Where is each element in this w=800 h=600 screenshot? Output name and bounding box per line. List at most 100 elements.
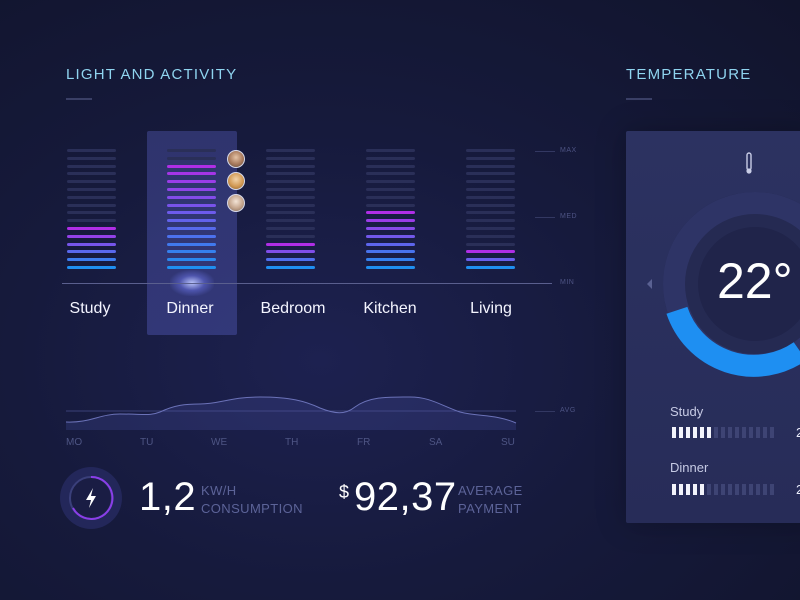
- energy-ring-icon: [69, 475, 114, 520]
- temp-level-segment: [707, 427, 711, 438]
- light-bar-segment: [266, 219, 315, 223]
- light-bar-segment: [167, 219, 216, 223]
- light-bar-segment: [167, 258, 216, 262]
- consumption-unit: KW/H: [201, 483, 237, 498]
- light-bar-segment: [366, 203, 415, 207]
- light-bar-segment: [466, 234, 515, 238]
- temp-room-value-study: 2: [796, 425, 800, 440]
- light-bar-segment: [67, 180, 116, 184]
- temperature-card: [626, 131, 800, 523]
- temp-level-segment: [686, 484, 690, 495]
- occupant-avatar-1[interactable]: [227, 150, 245, 168]
- light-bar-segment: [167, 266, 216, 269]
- light-bar-segment: [167, 188, 216, 191]
- light-bar-segment: [167, 242, 216, 246]
- light-bar-segment: [466, 188, 515, 191]
- light-bar-segment: [67, 250, 116, 254]
- light-bar-segment: [167, 156, 216, 160]
- day-label-sa: SA: [429, 437, 443, 448]
- light-bar-segment: [366, 250, 415, 254]
- light-bar-segment: [366, 149, 415, 152]
- temp-level-segment: [721, 427, 725, 438]
- temp-room-label-dinner[interactable]: Dinner: [670, 460, 709, 475]
- temp-level-segment: [742, 484, 746, 495]
- light-bar-segment: [67, 164, 116, 168]
- light-bar-segment: [67, 242, 116, 246]
- light-bar-segment: [466, 195, 515, 199]
- temp-level-segment: [770, 484, 774, 495]
- day-label-mo: MO: [66, 437, 83, 448]
- light-bar-segment: [67, 195, 116, 199]
- temp-level-segment: [749, 484, 753, 495]
- day-label-th: TH: [285, 437, 299, 448]
- temp-level-segment: [742, 427, 746, 438]
- temp-level-segment: [714, 427, 718, 438]
- light-bar-segment: [266, 195, 315, 199]
- light-bar-segment: [466, 266, 515, 269]
- light-bar-segment: [366, 227, 415, 230]
- temperature-value: 22°: [717, 253, 793, 309]
- light-bar-segment: [266, 164, 315, 168]
- light-bar-segment: [266, 172, 315, 176]
- light-bar-segment: [466, 227, 515, 230]
- payment-label-line2: PAYMENT: [458, 501, 522, 516]
- light-bar-segment: [466, 180, 515, 184]
- light-bar-segment: [366, 219, 415, 223]
- temp-level-segment: [735, 484, 739, 495]
- light-bar-segment: [466, 149, 515, 152]
- light-bar-segment: [366, 156, 415, 160]
- light-bar-segment: [266, 203, 315, 207]
- light-bar-segment: [266, 266, 315, 269]
- light-bar-segment: [466, 219, 515, 223]
- light-activity-title-rule: [66, 98, 92, 100]
- light-bar-segment: [366, 172, 415, 176]
- temp-room-value-dinner: 2: [796, 482, 800, 497]
- light-bar-segment: [266, 180, 315, 184]
- day-label-su: SU: [501, 437, 515, 448]
- scale-label-min: MIN: [560, 279, 575, 286]
- room-label-kitchen[interactable]: Kitchen: [363, 300, 417, 317]
- light-bar-segment: [167, 172, 216, 176]
- temp-room-label-study[interactable]: Study: [670, 404, 704, 419]
- scale-label-avg: AVG: [560, 407, 576, 414]
- light-bar-segment: [167, 211, 216, 215]
- light-bar-segment: [266, 156, 315, 160]
- consumption-value: 1,2: [139, 475, 197, 519]
- temp-level-segment: [714, 484, 718, 495]
- light-bar-segment: [266, 188, 315, 191]
- light-bar-segment: [67, 156, 116, 160]
- consumption-label: CONSUMPTION: [201, 501, 303, 516]
- light-bar-segment: [266, 242, 315, 246]
- temp-level-segment: [735, 427, 739, 438]
- temp-level-segment: [679, 484, 683, 495]
- light-bar-segment: [167, 149, 216, 152]
- temperature-title: TEMPERATURE: [626, 66, 752, 83]
- light-bar-segment: [366, 164, 415, 168]
- scale-label-med: MED: [560, 213, 578, 220]
- occupant-avatar-2[interactable]: [227, 172, 245, 190]
- light-bar-segment: [167, 180, 216, 184]
- light-activity-title: LIGHT AND ACTIVITY: [66, 66, 238, 83]
- room-label-study[interactable]: Study: [69, 300, 111, 317]
- temp-level-segment: [756, 484, 760, 495]
- light-bar-segment: [366, 211, 415, 215]
- light-bar-segment: [266, 211, 315, 215]
- scale-line-med: [535, 217, 555, 218]
- day-label-fr: FR: [357, 437, 371, 448]
- temp-level-segment: [672, 484, 676, 495]
- light-bar-segment: [466, 156, 515, 160]
- temp-level-segment: [693, 427, 697, 438]
- light-bar-segment: [67, 211, 116, 215]
- temp-level-segment: [756, 427, 760, 438]
- temp-level-segment: [728, 427, 732, 438]
- light-bar-segment: [167, 227, 216, 230]
- light-bar-segment: [266, 234, 315, 238]
- room-label-dinner[interactable]: Dinner: [166, 300, 214, 317]
- chart-baseline: [62, 283, 552, 284]
- light-bar-segment: [67, 227, 116, 230]
- room-label-living[interactable]: Living: [470, 300, 512, 317]
- occupant-avatar-3[interactable]: [227, 194, 245, 212]
- light-bar-segment: [466, 203, 515, 207]
- light-bar-segment: [466, 172, 515, 176]
- room-label-bedroom[interactable]: Bedroom: [260, 300, 326, 317]
